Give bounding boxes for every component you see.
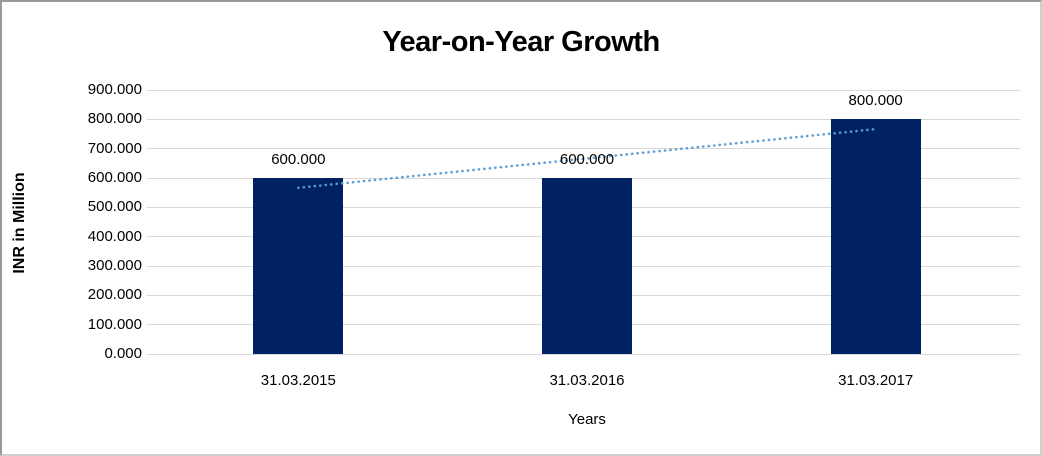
bar-value-label: 800.000 <box>848 92 903 110</box>
y-tick-label: 0.000 <box>104 345 142 362</box>
x-tick-label: 31.03.2017 <box>838 372 914 389</box>
bar-31.03.2017 <box>830 119 921 354</box>
y-tick-label: 200.000 <box>87 286 142 304</box>
y-tick-label: 500.000 <box>87 198 142 216</box>
y-tick-label: 300.000 <box>87 257 142 274</box>
bar-31.03.2016 <box>542 178 632 354</box>
x-axis-title: Years <box>568 411 606 428</box>
x-tick-label: 31.03.2015 <box>260 372 336 389</box>
y-tick-label: 900.000 <box>87 81 142 98</box>
gridline <box>147 353 1020 355</box>
x-tick-label: 31.03.2016 <box>549 372 625 389</box>
y-tick-label: 700.000 <box>87 139 142 157</box>
bar-31.03.2015 <box>253 178 344 354</box>
bar-value-label: 600.000 <box>271 151 326 168</box>
chart-title: Year-on-Year Growth <box>382 26 660 58</box>
y-tick-label: 800.000 <box>87 110 142 128</box>
y-tick-label: 100.000 <box>87 315 142 333</box>
y-tick-label: 600.000 <box>87 169 142 186</box>
y-tick-label: 400.000 <box>87 227 142 245</box>
bar-value-label: 600.000 <box>559 151 615 168</box>
y-axis-title: INR in Million <box>11 172 28 274</box>
gridline <box>147 118 1020 120</box>
gridline <box>147 89 1020 91</box>
